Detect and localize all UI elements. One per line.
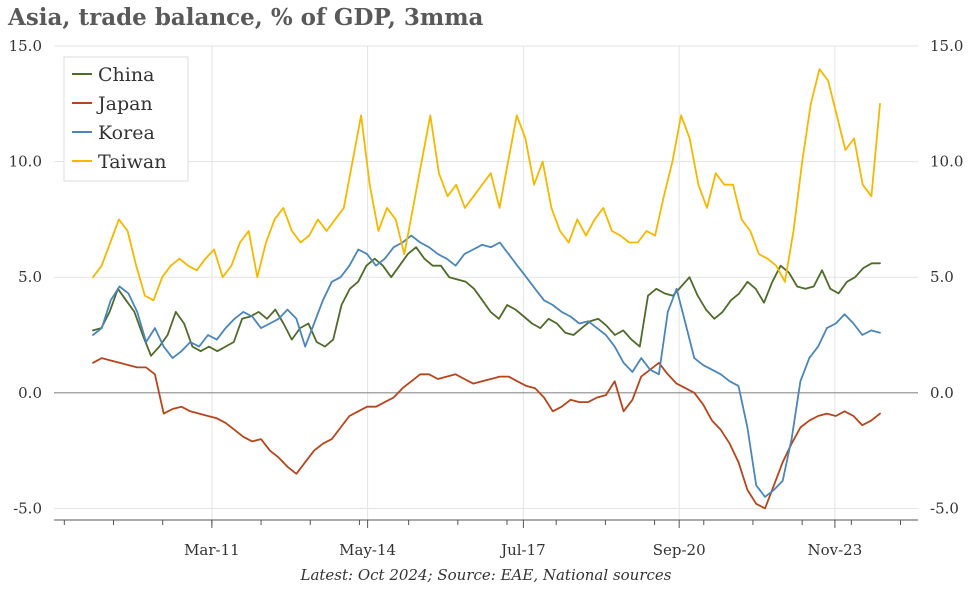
y-tick-label-left: 15.0 [9, 37, 42, 55]
series-line-korea [92, 234, 881, 498]
y-tick-label-right: -5.0 [930, 499, 959, 517]
y-tick-label-right: 5.0 [930, 268, 954, 286]
y-axis-right: 15.0 10.0 5.0 0.0 -5.0 [930, 37, 963, 517]
series-line-japan [92, 357, 881, 510]
x-tick-label: Nov-23 [807, 541, 862, 559]
y-axis-left: 15.0 10.0 5.0 0.0 -5.0 [9, 37, 42, 517]
legend-label-china: China [98, 64, 154, 86]
chart-title: Asia, trade balance, % of GDP, 3mma [8, 4, 484, 31]
legend-label-japan: Japan [96, 93, 153, 115]
series-lines [92, 68, 881, 510]
x-tick-label: Sep-20 [653, 541, 706, 559]
series-line-china [92, 246, 881, 357]
x-tick-label: May-14 [339, 541, 396, 559]
x-axis [54, 519, 918, 528]
x-tick-label: Mar-11 [184, 541, 240, 559]
y-tick-label-left: 0.0 [18, 384, 42, 402]
y-tick-label-left: 5.0 [18, 268, 42, 286]
y-tick-label-left: -5.0 [13, 499, 42, 517]
y-tick-label-right: 10.0 [930, 153, 963, 171]
series-line-taiwan [92, 68, 881, 302]
legend: China Japan Korea Taiwan [63, 56, 189, 182]
legend-label-korea: Korea [98, 122, 155, 144]
y-tick-label-right: 0.0 [930, 384, 954, 402]
legend-label-taiwan: Taiwan [98, 151, 166, 173]
y-tick-label-left: 10.0 [9, 153, 42, 171]
x-axis-labels: Mar-11 May-14 Jul-17 Sep-20 Nov-23 [184, 541, 862, 559]
y-tick-label-right: 15.0 [930, 37, 963, 55]
source-note: Latest: Oct 2024; Source: EAE, National … [300, 566, 672, 584]
x-tick-label: Jul-17 [499, 541, 546, 559]
